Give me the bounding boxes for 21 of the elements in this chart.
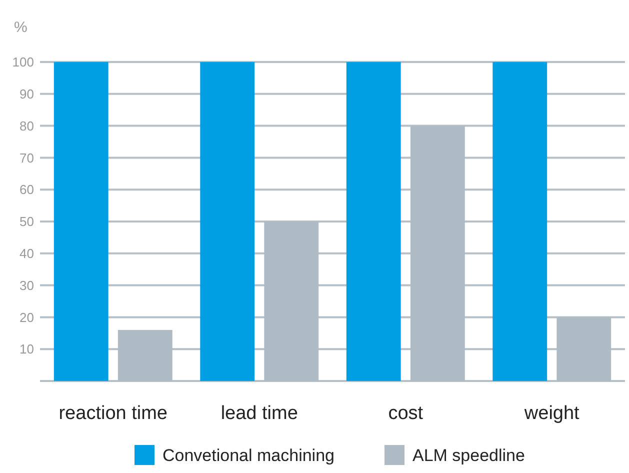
y-tick-label: 80 bbox=[20, 118, 34, 134]
legend-label: Convetional machining bbox=[162, 446, 334, 465]
y-tick-label: 100 bbox=[12, 54, 34, 70]
y-tick-label: 90 bbox=[20, 86, 34, 102]
legend-label: ALM speedline bbox=[412, 446, 525, 465]
y-axis-title: % bbox=[14, 19, 28, 36]
y-tick-label: 70 bbox=[20, 150, 34, 166]
bar bbox=[54, 62, 108, 381]
y-tick-label: 50 bbox=[20, 214, 34, 230]
x-tick-label: lead time bbox=[220, 403, 298, 424]
y-tick-label: 30 bbox=[20, 278, 34, 293]
x-tick-label: reaction time bbox=[58, 403, 168, 424]
y-tick-label: 60 bbox=[20, 182, 34, 198]
y-tick-label: 20 bbox=[20, 310, 34, 325]
y-tick-label: 10 bbox=[20, 342, 34, 357]
bar bbox=[346, 62, 401, 381]
x-tick-label: cost bbox=[388, 403, 424, 424]
y-tick-label: 40 bbox=[20, 246, 34, 261]
bar bbox=[200, 62, 255, 381]
bar bbox=[492, 62, 548, 381]
x-tick-label: weight bbox=[523, 403, 580, 424]
